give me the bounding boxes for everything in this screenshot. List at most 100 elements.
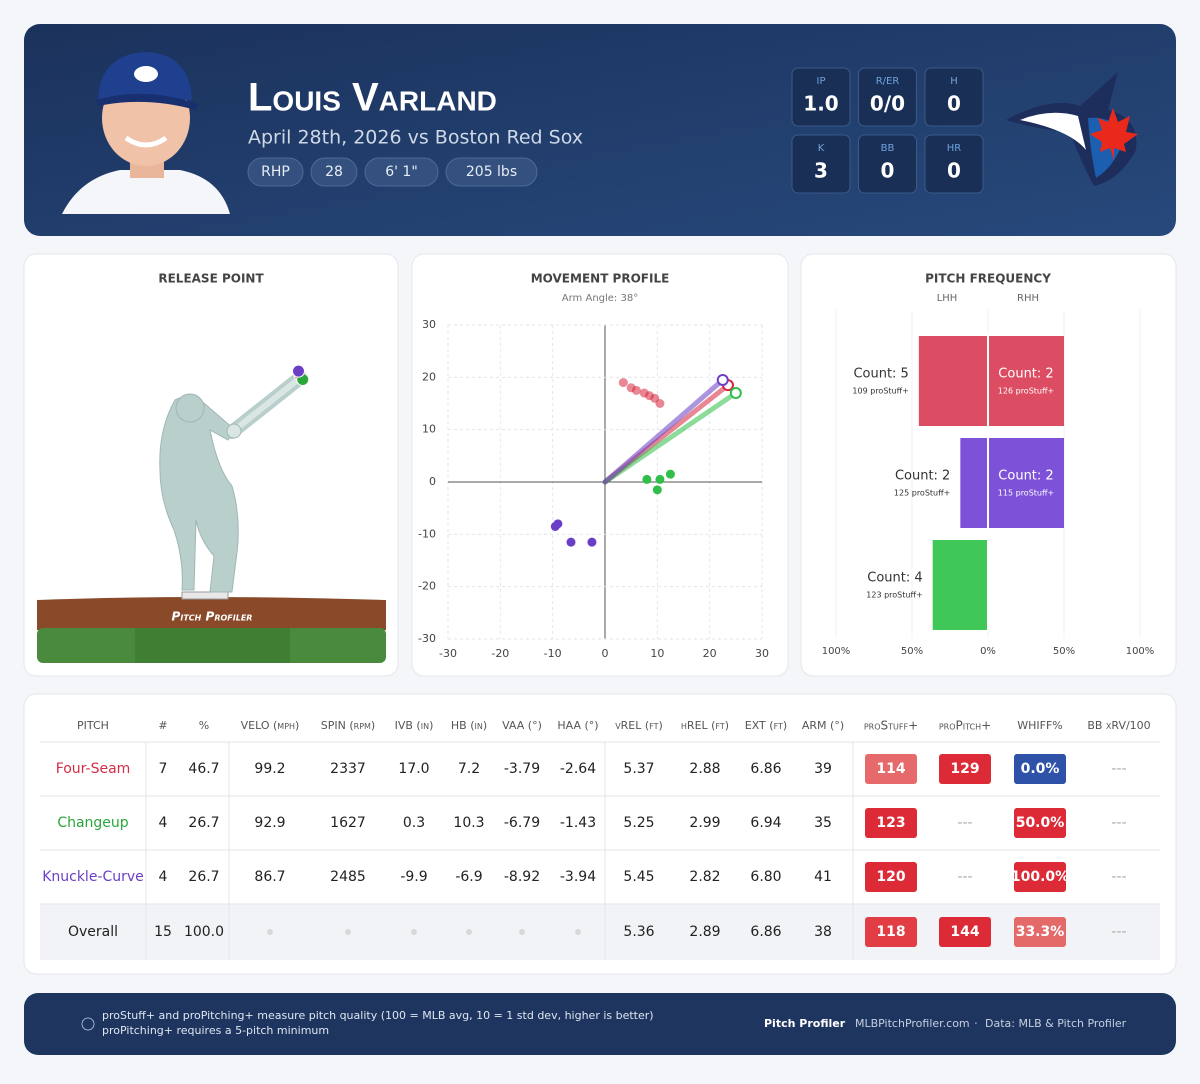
cell: 6.86 [750,924,781,940]
cell: 7 [159,761,168,777]
cell: -3.94 [560,869,596,885]
empty-dot [267,929,273,935]
footer-site: MLBPitchProfiler.com [855,1017,970,1030]
stat-label: IP [817,76,826,87]
x-tick-label: 100% [1126,646,1155,657]
cell: 46.7 [188,761,219,777]
x-tick-label: 50% [901,646,923,657]
tag-pill [364,157,439,187]
x-tick-label: 30 [755,647,769,660]
badge [1014,808,1066,838]
release-scene [37,371,386,663]
badge-value: 114 [876,761,905,777]
cell: 6.80 [750,869,781,885]
cell: 39 [814,761,832,777]
pitch-point [665,469,675,479]
separator: · [974,1017,978,1031]
bar [988,336,1064,426]
cell: -2.64 [560,761,596,777]
logo-text: Pitch Profiler [172,610,253,624]
count-label: Count: 2 [998,367,1053,382]
empty-dot [466,929,472,935]
footer-source: Data: MLB & Pitch Profiler [985,1017,1127,1030]
column-header: hREL (ft) [681,719,729,732]
empty-dot [411,929,417,935]
cell: -8.92 [504,869,540,885]
info-icon [81,1017,95,1031]
cell: 2.89 [689,924,720,940]
cell: 99.2 [254,761,285,777]
x-tick-label: 50% [1053,646,1075,657]
badge-value: 100.0% [1011,869,1069,885]
stat-box [924,67,984,127]
cell: --- [1111,815,1126,831]
cell: --- [957,869,972,885]
badge-value: 33.3% [1016,924,1065,940]
stuff-label: 125 proStuff+ [894,489,950,498]
side-label: RHH [1017,293,1039,304]
empty-dot [575,929,581,935]
cell: 5.37 [623,761,654,777]
badge [1014,754,1066,784]
stat-value: 0 [947,92,961,116]
y-tick-label: 0 [429,475,436,488]
cell: 35 [814,815,832,831]
cell: -9.9 [400,869,427,885]
bar [988,438,1064,528]
badge-value: 144 [950,924,979,940]
count-label: Count: 2 [998,469,1053,484]
cell: 2485 [330,869,366,885]
pitch-name: Four-Seam [56,761,131,777]
panel-title: MOVEMENT PROFILE [531,272,670,286]
pitch-point [618,378,628,388]
cell: 2.82 [689,869,720,885]
tag: RHP [261,164,290,180]
tag: 6' 1" [385,164,418,180]
column-header: % [199,719,209,732]
badge [865,754,917,784]
pitch-point [631,385,641,395]
badge-value: 129 [950,761,979,777]
cell: 6.86 [750,761,781,777]
table-lines [40,741,1160,960]
stuff-label: 126 proStuff+ [998,387,1054,396]
column-header: PITCH [77,719,109,732]
stat-value: 0 [881,159,895,183]
stat-label: R/ER [876,76,900,87]
cell: 5.25 [623,815,654,831]
pitch-point [655,399,665,408]
x-tick-label: 0 [602,647,609,660]
count-label: Count: 4 [867,571,922,586]
arm-vector-end [716,373,729,386]
badge-value: 50.0% [1016,815,1065,831]
badge-value: 123 [876,815,905,831]
x-tick-label: -30 [439,647,457,660]
cell: -3.79 [504,761,540,777]
arm-vector [602,377,726,485]
team-logo [1006,72,1138,186]
player-name: Louis Varland [248,76,497,120]
column-header: # [158,719,167,732]
cell: 17.0 [398,761,429,777]
stat-value: 3 [814,159,828,183]
x-tick-label: 100% [822,646,851,657]
pitch-name: Knuckle-Curve [42,869,144,885]
column-header: WHIFF% [1017,719,1063,732]
x-tick-label: -10 [544,647,562,660]
cell: 0.3 [403,815,425,831]
cell: 15 [154,924,172,940]
y-tick-label: -10 [418,527,436,540]
cell: 2.99 [689,815,720,831]
column-header: proStuff+ [864,719,918,733]
pitch-point [642,474,652,484]
cell: 5.45 [623,869,654,885]
cell: 2337 [330,761,366,777]
bar [960,438,988,528]
y-tick-label: 30 [422,318,436,331]
cell: -6.9 [455,869,482,885]
footer-note: proPitching+ requires a 5-pitch minimum [102,1024,329,1037]
badge [865,808,917,838]
pitch-point [566,537,576,547]
stuff-label: 115 proStuff+ [998,489,1054,498]
